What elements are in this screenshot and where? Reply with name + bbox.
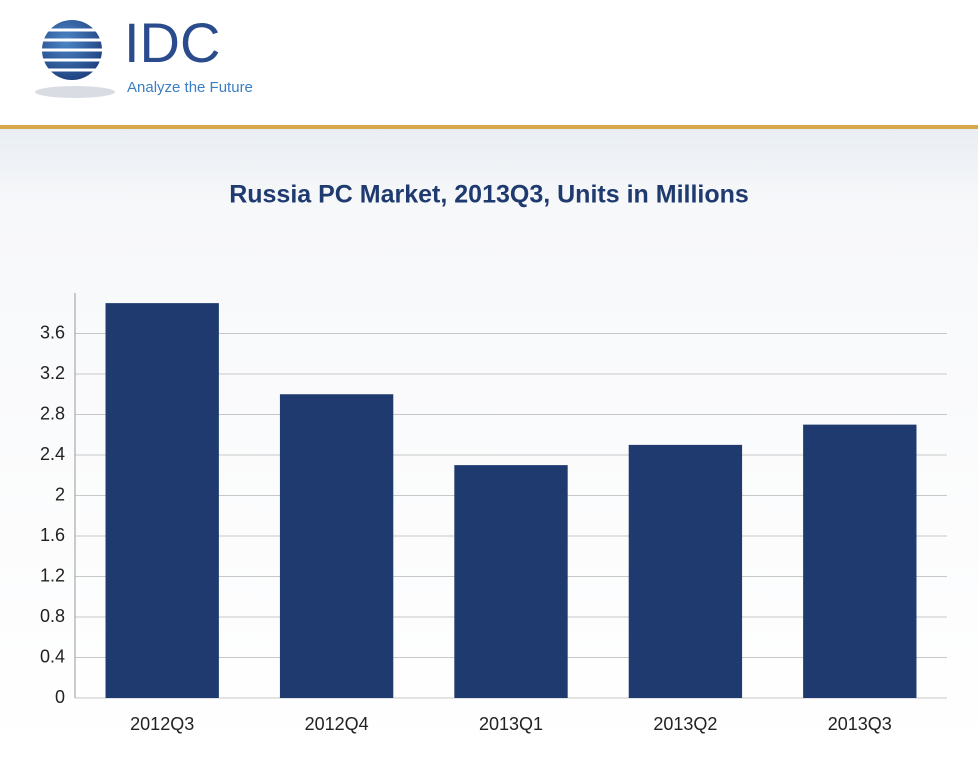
bar xyxy=(454,465,568,698)
logo: IDC Analyze the Future xyxy=(30,11,253,98)
y-tick-label: 2 xyxy=(55,484,65,504)
y-tick-label: 1.6 xyxy=(40,525,65,545)
header-rule xyxy=(0,125,978,129)
y-tick-label: 3.6 xyxy=(40,322,65,342)
x-tick-label: 2012Q3 xyxy=(130,714,194,734)
y-tick-label: 0.4 xyxy=(40,646,65,666)
logo-tagline: Analyze the Future xyxy=(127,79,253,96)
chart-title: Russia PC Market, 2013Q3, Units in Milli… xyxy=(229,181,749,209)
bar xyxy=(628,444,743,698)
logo-stripes xyxy=(30,28,115,72)
x-tick-label: 2013Q1 xyxy=(479,714,543,734)
y-tick-label: 2.8 xyxy=(40,403,65,423)
logo-shadow xyxy=(35,86,115,98)
x-tick-label: 2012Q4 xyxy=(305,714,369,734)
bar xyxy=(279,394,394,698)
bar xyxy=(105,303,219,698)
y-tick-label: 0.8 xyxy=(40,606,65,626)
x-tick-label: 2013Q3 xyxy=(828,714,892,734)
bar xyxy=(803,424,917,698)
logo-name: IDC xyxy=(124,11,220,74)
y-tick-label: 1.2 xyxy=(40,565,65,585)
header-band xyxy=(0,0,978,125)
y-tick-label: 2.4 xyxy=(40,444,65,464)
y-tick-label: 3.2 xyxy=(40,363,65,383)
x-tick-label: 2013Q2 xyxy=(653,714,717,734)
y-tick-label: 0 xyxy=(55,687,65,707)
